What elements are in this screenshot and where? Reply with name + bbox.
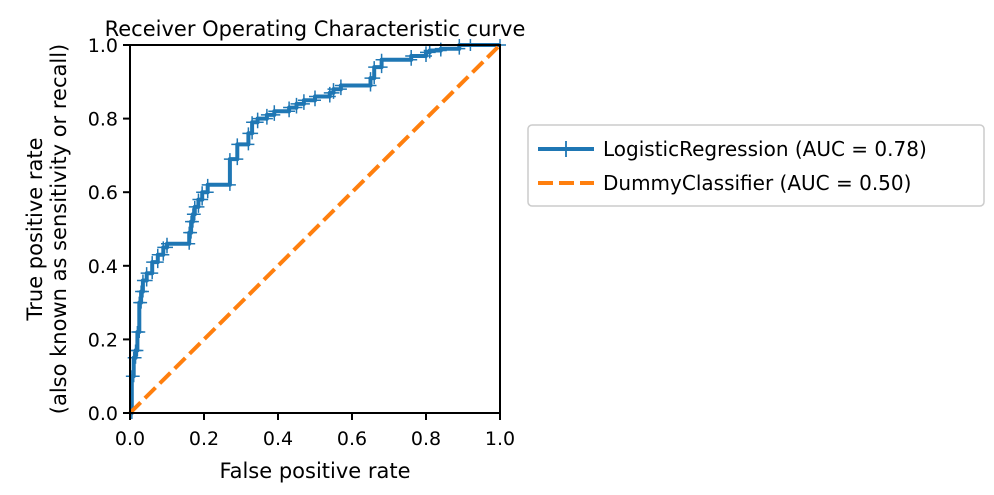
legend-label-logistic: LogisticRegression (AUC = 0.78) [603,137,927,161]
roc-point-marker [136,285,149,298]
roc-point-marker [246,127,259,140]
roc-point-marker [161,237,173,250]
roc-point-marker [133,326,146,339]
y-tick-label: 0.8 [88,109,118,131]
x-tick-label: 0.4 [263,428,293,450]
y-tick-label: 0.6 [88,182,118,204]
x-tick-label: 0.2 [189,428,219,450]
x-tick-label: 0.0 [115,428,145,450]
roc-point-marker [375,53,388,66]
legend-marker-logistic [558,141,574,157]
roc-point-marker [183,237,196,250]
y-tick-label: 0.2 [88,329,118,351]
roc-point-marker [242,138,255,151]
roc-point-marker [368,72,381,85]
chart-title: Receiver Operating Characteristic curve [105,17,526,41]
roc-point-marker [297,94,310,107]
y-axis-label-line-1: True positive rate [23,138,47,322]
roc-point-marker [309,90,321,103]
roc-point-marker [135,296,148,309]
roc-point-marker [231,138,244,151]
y-axis-label: True positive rate (also known as sensit… [23,44,71,414]
roc-point-marker [146,267,159,280]
series-line-dummy-classifier [128,43,502,415]
x-axis-label: False positive rate [219,459,410,483]
legend-box [527,124,985,207]
y-axis-ticks: 0.0 0.2 0.4 0.6 0.8 1.0 [88,35,130,425]
series-layer [124,39,506,419]
roc-point-marker [201,178,214,191]
legend: LogisticRegression (AUC = 0.78) DummyCla… [527,124,985,207]
roc-point-marker [185,226,198,239]
y-axis-label-line-2: (also known as sensitivity or recall) [47,44,71,414]
y-tick-label: 1.0 [88,35,118,57]
roc-point-marker [423,44,436,57]
roc-point-marker [334,79,347,92]
legend-label-dummy: DummyClassifier (AUC = 0.50) [603,171,911,195]
roc-point-marker [131,344,144,357]
roc-point-marker [223,178,236,191]
x-tick-label: 0.8 [411,428,441,450]
y-tick-label: 0.4 [88,256,118,278]
x-tick-label: 0.6 [337,428,367,450]
roc-point-marker [231,153,244,166]
x-tick-label: 1.0 [485,428,515,450]
roc-point-marker [268,105,281,118]
x-axis-ticks: 0.0 0.2 0.4 0.6 0.8 1.0 [115,413,515,450]
plot-frame [129,44,501,414]
y-tick-label: 0.0 [88,403,118,425]
roc-point-marker [405,50,418,63]
